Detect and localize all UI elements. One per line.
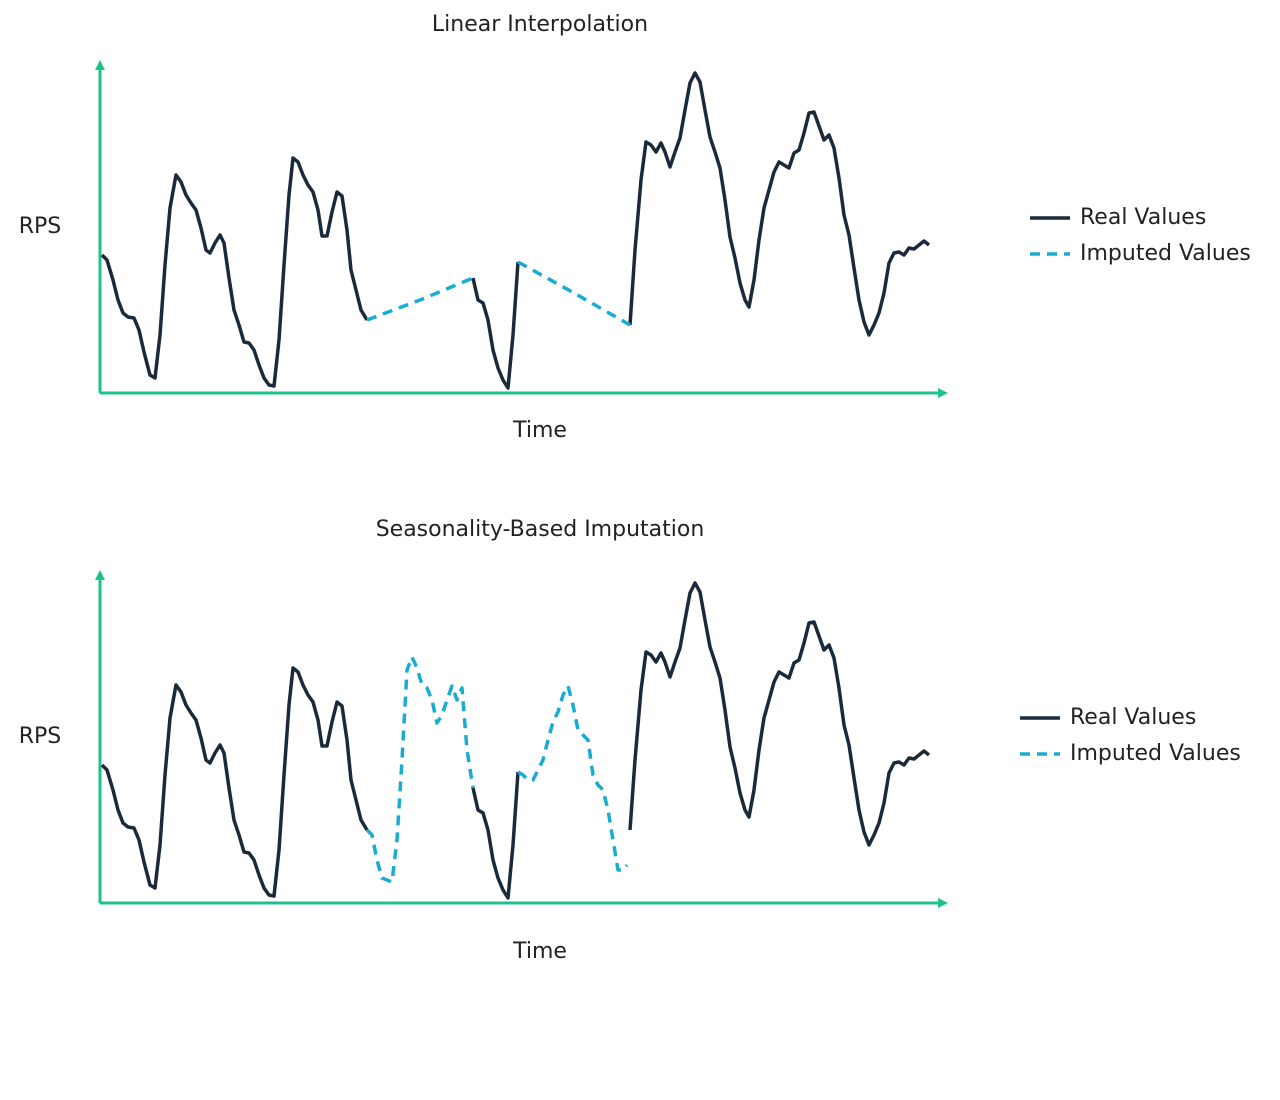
chart-title: Linear Interpolation: [432, 12, 648, 37]
y-axis-arrow: [95, 570, 105, 580]
legend-label: Real Values: [1070, 705, 1196, 730]
legend-label: Imputed Values: [1080, 241, 1251, 266]
x-axis-arrow: [938, 898, 948, 908]
x-axis-label: Time: [512, 418, 567, 443]
series-line: [100, 71, 931, 390]
series-line: [365, 655, 629, 884]
y-axis-arrow: [95, 60, 105, 70]
y-axis-label: RPS: [19, 724, 62, 749]
x-axis-arrow: [938, 388, 948, 398]
chart-title: Seasonality-Based Imputation: [376, 517, 705, 542]
legend-label: Real Values: [1080, 205, 1206, 230]
series-line: [366, 260, 631, 327]
x-axis-label: Time: [512, 939, 567, 964]
series-line: [100, 581, 931, 900]
y-axis-label: RPS: [19, 214, 62, 239]
legend-label: Imputed Values: [1070, 741, 1241, 766]
